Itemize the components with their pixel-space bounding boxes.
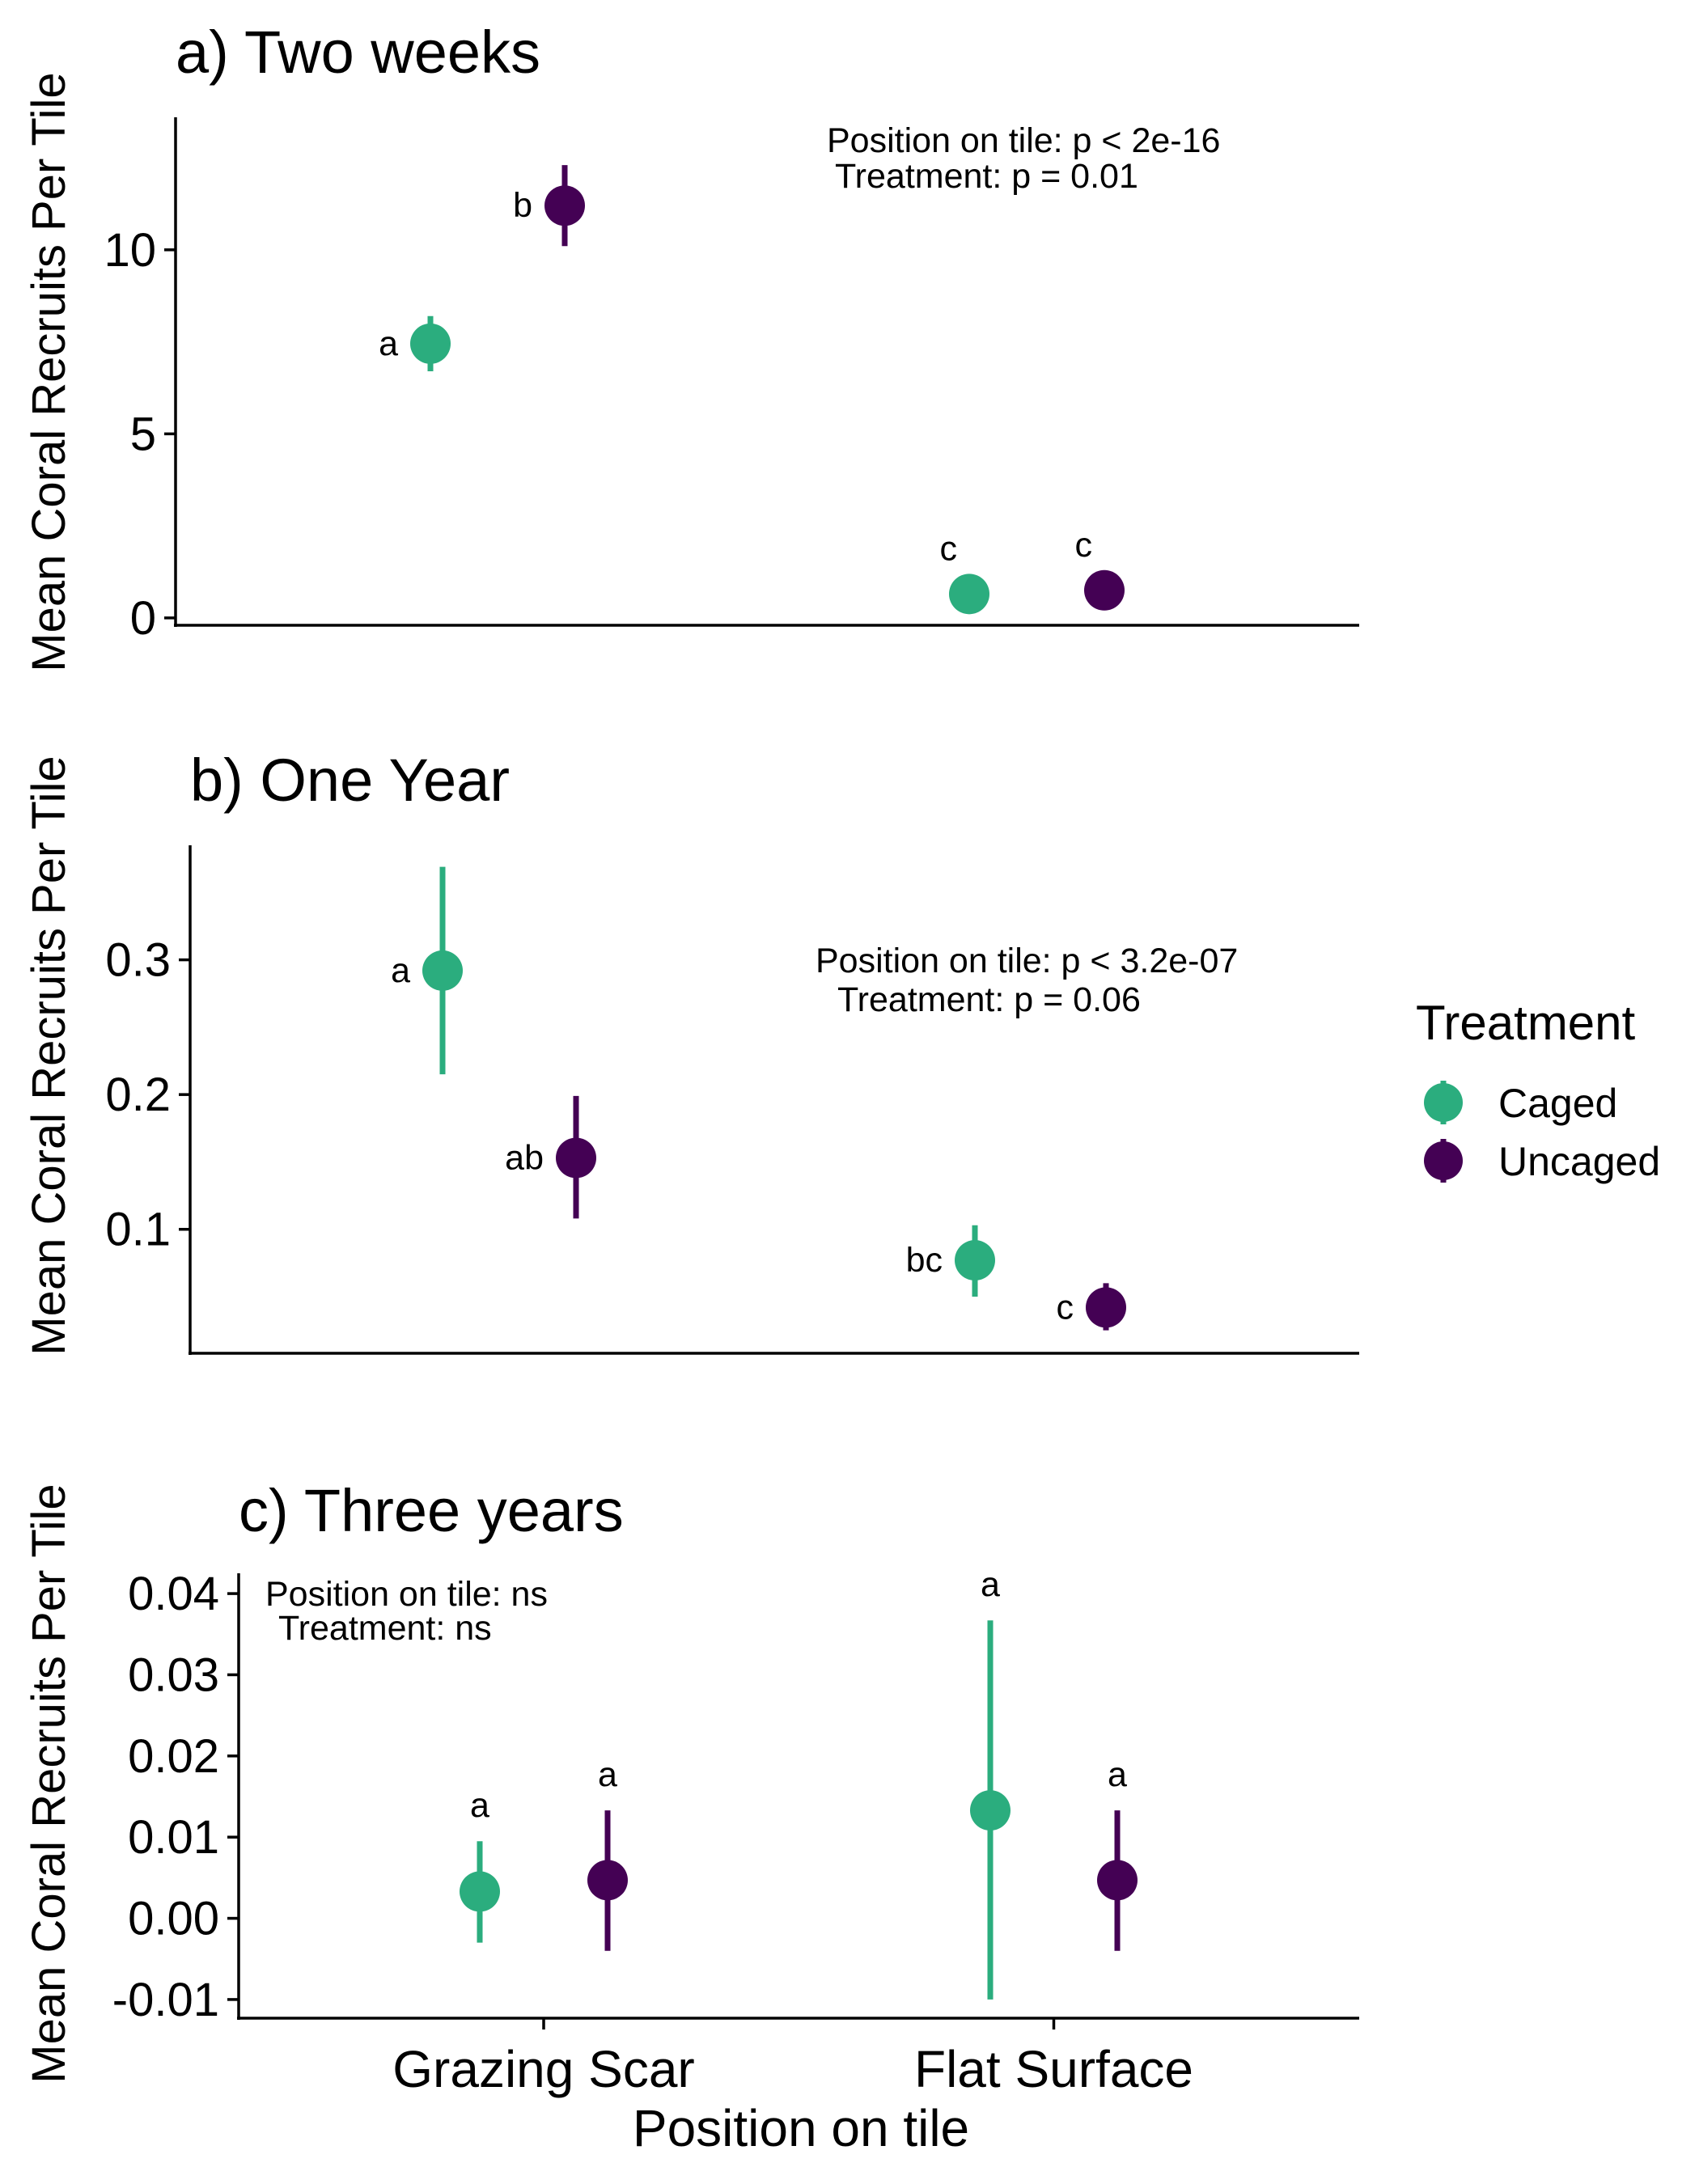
y-axis-label-a: Mean Coral Recruits Per Tile — [23, 72, 75, 671]
x-axis-label: Position on tile — [633, 2099, 969, 2157]
significance-letter: c — [1075, 526, 1093, 565]
data-point — [410, 323, 451, 364]
y-tick-label: 0.2 — [105, 1069, 171, 1121]
significance-letter: a — [470, 1786, 489, 1825]
y-tick-label: 10 — [104, 224, 156, 277]
significance-letter: c — [940, 529, 958, 568]
x-tick-label: Grazing Scar — [392, 2040, 694, 2098]
x-tick-label: Flat Surface — [914, 2040, 1193, 2098]
y-tick-label: -0.01 — [112, 1974, 219, 2026]
legend-title: Treatment — [1416, 996, 1636, 1050]
legend-key-point-uncaged — [1424, 1141, 1463, 1180]
annotation-a-treatment: Treatment: p = 0.01 — [835, 157, 1138, 196]
plot-area-a: 0 5 10 a c b c — [104, 117, 1359, 645]
data-point — [970, 1790, 1011, 1831]
panel-a: a) Two weeks Mean Coral Recruits Per Til… — [23, 19, 1359, 672]
y-tick-label: 0.1 — [105, 1204, 171, 1256]
y-tick-label: 0.02 — [128, 1730, 219, 1783]
annotation-c-position: Position on tile: ns — [265, 1575, 548, 1614]
significance-letter: a — [379, 324, 398, 363]
legend-item-caged: Caged — [1424, 1081, 1617, 1126]
annotation-c-treatment: Treatment: ns — [278, 1609, 492, 1648]
plot-area-c: -0.01 0.00 0.01 0.02 0.03 0.04 Grazing Scar Fla… — [112, 1565, 1359, 2098]
data-point — [1097, 1860, 1138, 1901]
significance-letter: ab — [505, 1138, 544, 1177]
y-tick-label: 0.03 — [128, 1649, 219, 1701]
significance-letter: bc — [906, 1241, 943, 1280]
significance-letter: a — [598, 1755, 617, 1794]
legend: Treatment Caged Uncaged — [1416, 996, 1660, 1184]
legend-item-uncaged: Uncaged — [1424, 1139, 1660, 1184]
y-tick-label: 0.01 — [128, 1811, 219, 1864]
panel-title-c: c) Three years — [239, 1477, 624, 1544]
annotation-b-treatment: Treatment: p = 0.06 — [837, 980, 1141, 1019]
y-tick-label: 0 — [130, 592, 156, 645]
data-point — [955, 1240, 995, 1281]
annotation-b-position: Position on tile: p < 3.2e-07 — [816, 942, 1238, 980]
legend-key-point-caged — [1424, 1083, 1463, 1122]
significance-letter: c — [1057, 1288, 1074, 1327]
data-point — [460, 1871, 500, 1912]
data-point — [1084, 569, 1125, 611]
panel-title-a: a) Two weeks — [176, 19, 540, 86]
significance-letter: a — [981, 1565, 1000, 1604]
data-point — [556, 1137, 596, 1179]
significance-letter: a — [391, 951, 410, 990]
y-tick-label: 0.00 — [128, 1893, 219, 1945]
y-tick-label: 0.04 — [128, 1568, 219, 1620]
y-axis-label-b: Mean Coral Recruits Per Tile — [23, 756, 75, 1355]
legend-label-caged: Caged — [1498, 1081, 1617, 1126]
y-axis-label-c: Mean Coral Recruits Per Tile — [23, 1484, 75, 2083]
significance-letter: a — [1108, 1755, 1127, 1794]
panel-title-b: b) One Year — [190, 747, 510, 814]
panel-b: b) One Year Mean Coral Recruits Per Tile… — [23, 747, 1359, 1356]
data-point — [949, 574, 989, 615]
legend-label-uncaged: Uncaged — [1498, 1139, 1660, 1184]
data-point — [422, 950, 463, 991]
y-tick-label: 0.3 — [105, 934, 171, 987]
annotation-a-position: Position on tile: p < 2e-16 — [827, 121, 1220, 160]
significance-letter: b — [513, 186, 532, 225]
data-point — [544, 185, 585, 226]
data-point — [1086, 1287, 1126, 1328]
data-point — [587, 1860, 628, 1901]
panel-c: c) Three years Mean Coral Recruits Per T… — [23, 1477, 1359, 2157]
y-tick-label: 5 — [130, 408, 156, 460]
